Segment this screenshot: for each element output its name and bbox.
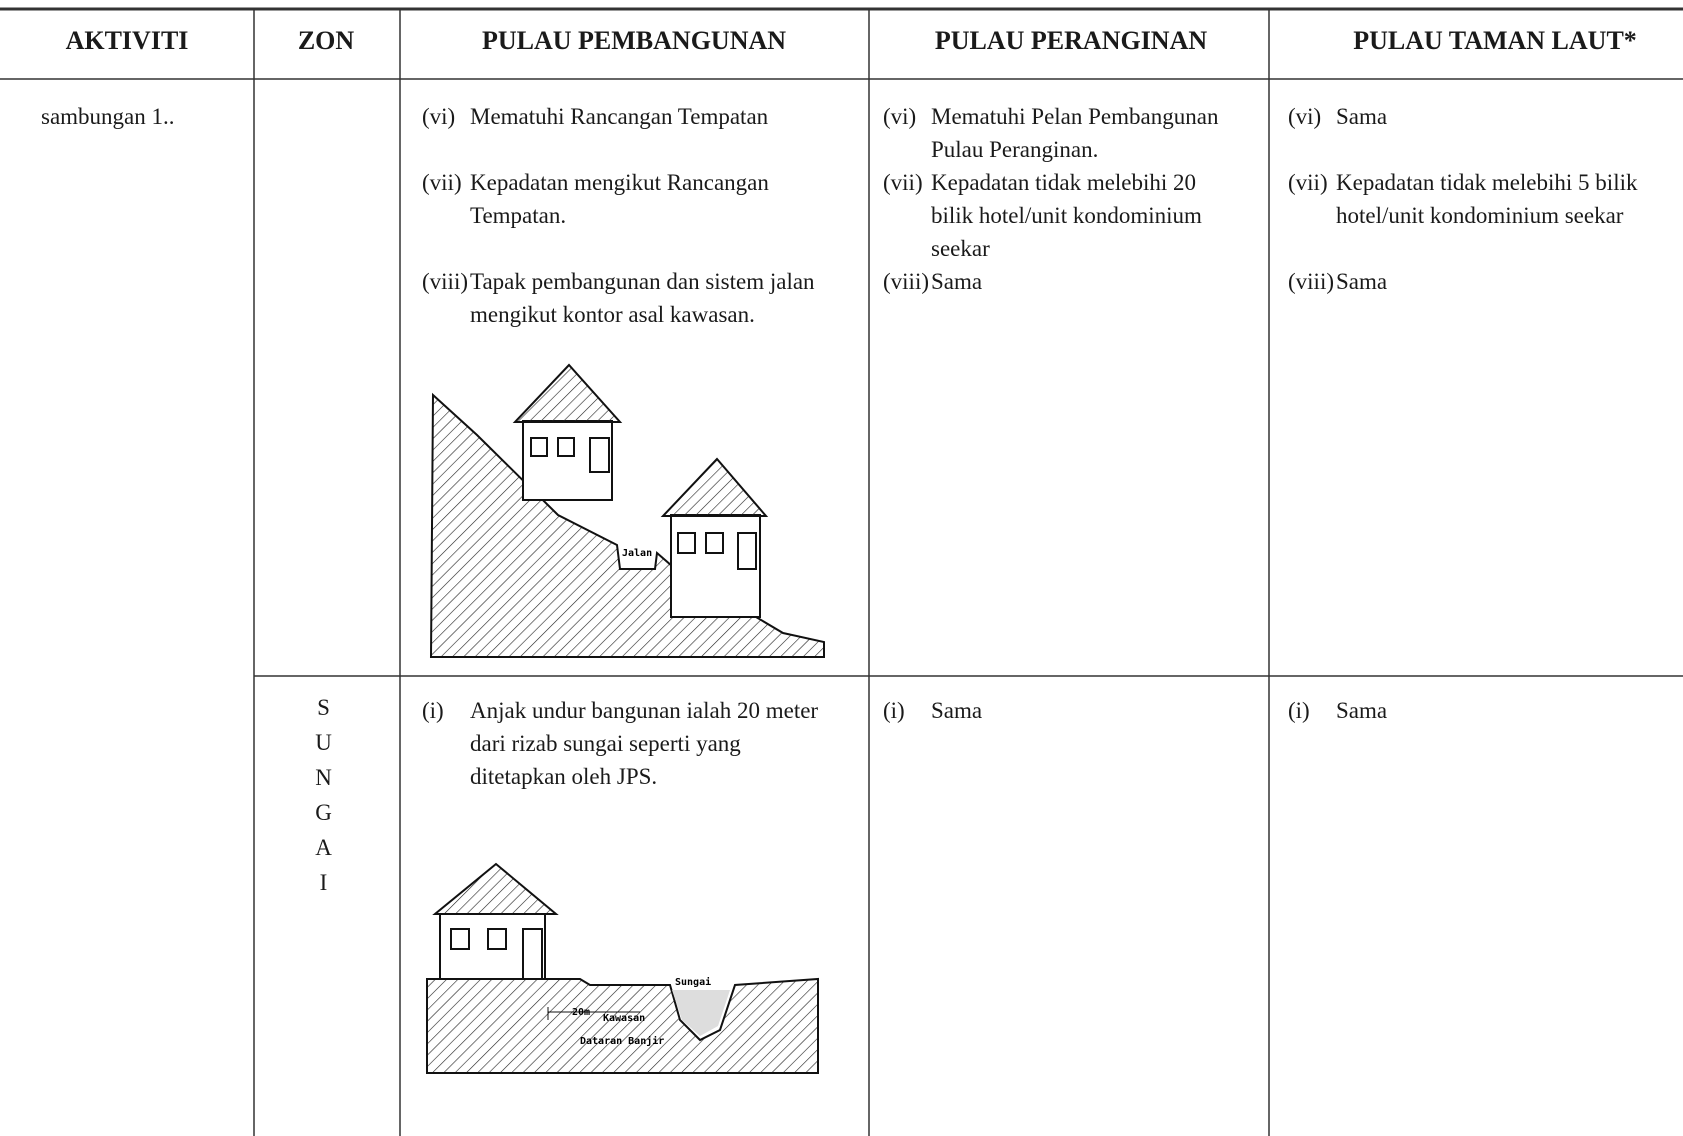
text-line: Mematuhi Pelan Pembangunan [931,104,1219,129]
text-line: bilik hotel/unit kondominium [931,203,1202,228]
item-marker: (i) [422,698,444,723]
item-text: Kepadatan tidak melebihi 5 bilik hotel/un… [1336,166,1637,232]
item-text: Sama [1336,694,1387,727]
list-item: (viii) Sama [883,265,1263,298]
text-line: Kepadatan mengikut Rancangan [470,170,769,195]
text-line: Tapak pembangunan dan sistem jalan [470,269,815,294]
item-marker: (vi) [883,104,917,129]
list-item: (vi) Sama [1288,100,1668,133]
text-line: Sama [931,269,983,294]
item-text: Anjak undur bangunan ialah 20 meter dari … [470,694,818,793]
item-text: Kepadatan mengikut Rancangan Tempatan. [470,166,769,232]
item-marker: (vii) [1288,170,1328,195]
text-line: mengikut kontor asal kawasan. [470,302,755,327]
list-item: (vi) Mematuhi Pelan Pembangunan Pulau Pera… [883,100,1263,166]
diagram-label: 20m [572,1007,590,1018]
item-text: Mematuhi Rancangan Tempatan [470,100,768,133]
text-line: Sama [1336,269,1388,294]
item-text: Sama [1336,100,1387,133]
column-header: PULAU PEMBANGUNAN [481,26,787,55]
text-line: ditetapkan oleh JPS. [470,764,658,789]
list-item: (i) Anjak undur bangunan ialah 20 meter da… [422,694,818,793]
text-line: Kepadatan tidak melebihi 20 [931,170,1197,195]
text-cell: (vi) Mematuhi Pelan Pembangunan Pulau Pera… [883,100,1263,298]
item-marker: (vii) [883,170,923,195]
text-cell: (i) Sama [1288,694,1668,727]
list-item: (i) Sama [1288,694,1668,727]
column-header: AKTIVITI [65,26,189,55]
list-item: (viii) Tapak pembangunan dan sistem jalan… [422,265,815,331]
item-text: Sama [931,265,982,298]
river-diagram [426,862,819,1074]
text-line: Mematuhi Rancangan Tempatan [470,104,769,129]
item-text: Tapak pembangunan dan sistem jalan mengik… [470,265,815,331]
item-marker: (vi) [1288,104,1322,129]
text-line: Sama [931,698,983,723]
diagram-label: Kawasan [603,1013,645,1024]
list-item: (vii) Kepadatan tidak melebihi 5 bilik hot… [1288,166,1668,232]
diagram-label: Sungai [675,976,711,988]
text-cell: (vi) Mematuhi Rancangan Tempatan (vii) Kepa… [422,100,815,331]
aktiviti-cell: sambungan 1.. [41,104,175,129]
item-marker: (viii) [422,269,468,294]
list-item: (vii) Kepadatan mengikut Rancangan Tempata… [422,166,802,232]
text-cell: (vi) Sama (vii) Kepadatan tidak melebihi 5 … [1288,100,1668,298]
item-marker: (viii) [1288,269,1334,294]
list-item: (viii) Sama [1288,265,1668,298]
text-cell: (i) Anjak undur bangunan ialah 20 meter da… [422,694,818,793]
text-line: Tempatan. [470,203,567,228]
text-line: dari rizab sungai seperti yang [470,731,741,756]
item-text: Sama [931,694,982,727]
item-text: Sama [1336,265,1387,298]
zon-cell: SUNGAI [311,695,336,905]
item-marker: (vi) [422,104,456,129]
hillside-diagram [429,363,825,658]
diagram-label: Jalan [622,548,652,559]
column-header: ZON [297,26,355,55]
text-line: Kepadatan tidak melebihi 5 bilik [1336,170,1638,195]
text-line: Anjak undur bangunan ialah 20 meter [470,698,819,723]
item-text: Mematuhi Pelan Pembangunan Pulau Perangin… [931,100,1218,166]
text-line: Sama [1336,698,1388,723]
item-marker: (vii) [422,170,462,195]
item-marker: (viii) [883,269,929,294]
column-header: PULAU PERANGINAN [934,26,1208,55]
list-item: (i) Sama [883,694,1263,727]
list-item: (vi) Mematuhi Rancangan Tempatan [422,100,802,133]
item-text: Kepadatan tidak melebihi 20 bilik hotel/u… [931,166,1202,265]
item-marker: (i) [883,698,905,723]
column-header: PULAU TAMAN LAUT* [1353,26,1637,55]
text-cell: (i) Sama [883,694,1263,727]
diagram-label: Dataran Banjir [580,1035,664,1047]
text-line: Pulau Peranginan. [931,137,1099,162]
text-line: Sama [1336,104,1388,129]
table-grid [0,7,1683,1136]
list-item: (vii) Kepadatan tidak melebihi 20 bilik ho… [883,166,1263,265]
item-marker: (i) [1288,698,1310,723]
text-line: hotel/unit kondominium seekar [1336,203,1624,228]
text-line: seekar [931,236,990,261]
